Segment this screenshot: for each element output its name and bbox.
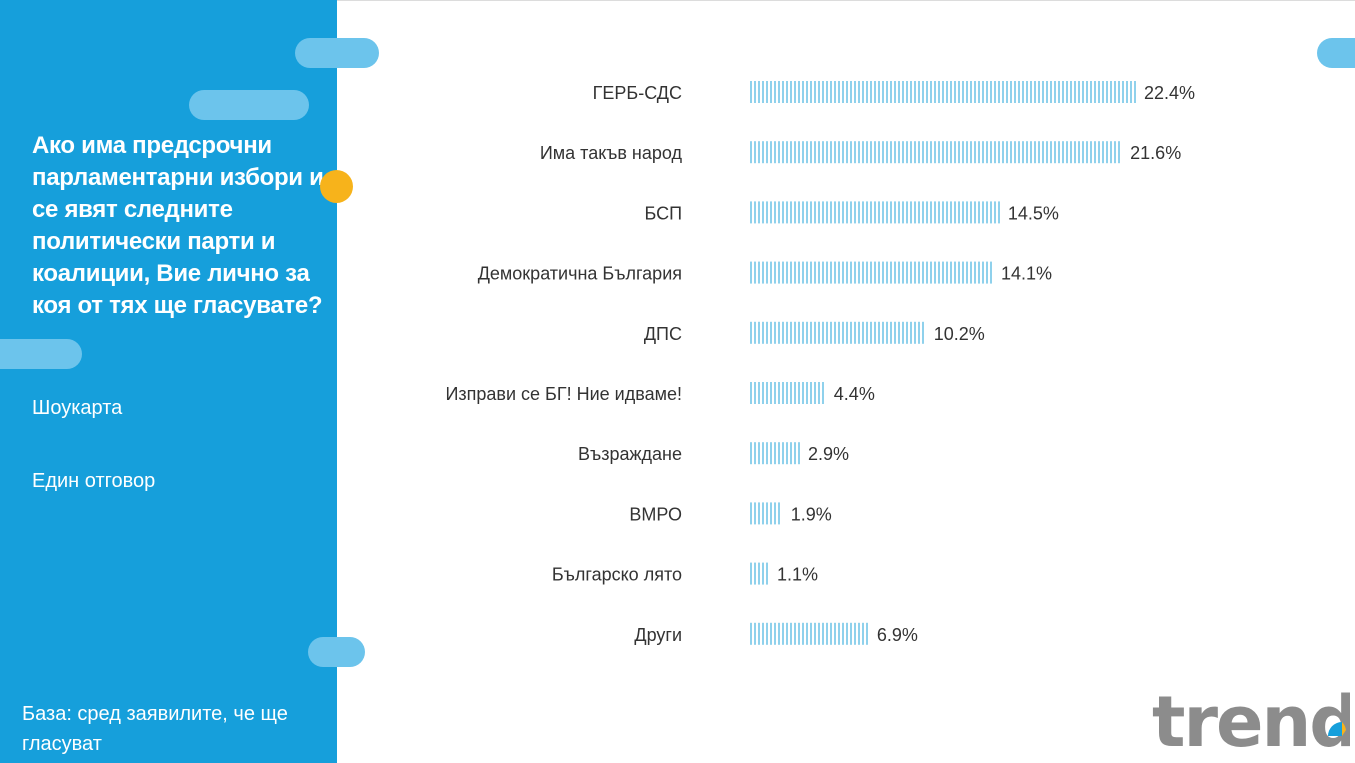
accent-dot	[320, 170, 353, 203]
logo-mark-icon	[1328, 722, 1346, 736]
bar	[750, 261, 992, 284]
bar	[750, 201, 1000, 224]
bar	[750, 442, 800, 465]
trend-logo: trend	[1152, 681, 1350, 758]
value-label: 1.9%	[791, 504, 832, 524]
value-label: 14.5%	[1008, 203, 1059, 223]
value-label: 10.2%	[934, 324, 985, 344]
decorative-pill	[295, 38, 379, 68]
left-panel: Ако има предсрочни парламентарни избори …	[0, 0, 337, 763]
value-label: 2.9%	[808, 444, 849, 464]
category-label: ГЕРБ-СДС	[593, 83, 682, 103]
bar-chart: ГЕРБ-СДС 22.4% Има такъв народ 21.6% БСП 14.5…	[445, 81, 1195, 645]
bar	[750, 321, 924, 344]
bar	[750, 81, 1136, 103]
bar	[750, 502, 780, 525]
showcard-note: Шоукарта	[32, 397, 123, 419]
category-label: Възраждане	[578, 444, 682, 464]
category-label: ВМРО	[629, 504, 682, 524]
answer-note: Един отговор	[32, 470, 156, 492]
decorative-pill	[189, 90, 309, 120]
top-divider	[337, 0, 1355, 1]
category-label: БСП	[644, 203, 682, 223]
value-label: 21.6%	[1130, 143, 1181, 163]
category-label: Има такъв народ	[540, 143, 683, 163]
decorative-pill	[0, 339, 82, 369]
bar	[750, 622, 868, 645]
category-label: ДПС	[644, 324, 682, 344]
bar	[750, 562, 768, 585]
base-note: База: сред заявилите, че ще гласуват	[22, 703, 288, 755]
value-label: 6.9%	[877, 625, 918, 645]
category-label: Изправи се БГ! Ние идваме!	[445, 384, 682, 404]
value-label: 14.1%	[1001, 264, 1052, 284]
bar	[750, 141, 1120, 164]
category-label: Други	[634, 625, 682, 645]
bar	[750, 382, 824, 404]
category-label: Българско лято	[552, 565, 682, 585]
logo-text: trend	[1152, 681, 1350, 758]
value-label: 22.4%	[1144, 83, 1195, 103]
decorative-pill	[1317, 38, 1355, 68]
question-text: Ако има предсрочни парламентарни избори …	[32, 132, 324, 319]
value-label: 4.4%	[834, 384, 875, 404]
value-label: 1.1%	[777, 565, 818, 585]
decorative-pill	[308, 637, 365, 667]
category-label: Демократична България	[478, 264, 682, 284]
